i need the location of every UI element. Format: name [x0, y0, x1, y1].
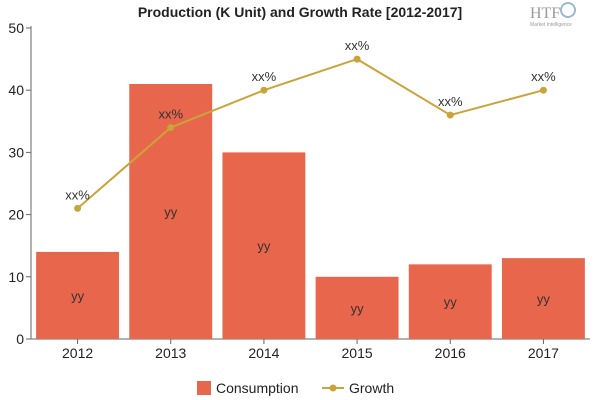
growth-point: [260, 86, 268, 94]
legend-swatch-growth-marker: [329, 384, 337, 392]
bar-data-label: yy: [71, 288, 85, 303]
bar: [36, 251, 120, 339]
bar-data-label: yy: [164, 204, 178, 219]
x-tick-label: 2017: [528, 345, 559, 361]
legend-label-consumption: Consumption: [216, 380, 299, 396]
htf-logo: HTF Market Intelligence: [530, 2, 576, 28]
y-tick-label: 10: [8, 269, 24, 285]
bar-data-label: yy: [537, 292, 551, 307]
bar: [408, 264, 492, 339]
legend-swatch-consumption: [197, 381, 211, 395]
y-tick-label: 0: [16, 331, 24, 347]
chart-title: Production (K Unit) and Growth Rate [201…: [138, 4, 462, 20]
x-tick-label: 2014: [248, 345, 279, 361]
legend: Consumption Growth: [197, 380, 394, 396]
growth-point: [539, 86, 547, 94]
x-tick-label: 2016: [435, 345, 466, 361]
x-tick-label: 2013: [155, 345, 186, 361]
y-axis: 0 10 20 30 40 50: [8, 20, 32, 347]
bar-data-label: yy: [257, 239, 271, 254]
legend-item-growth[interactable]: Growth: [322, 380, 394, 396]
growth-data-label: xx%: [531, 69, 556, 84]
bar-data-label: yy: [444, 295, 458, 310]
y-tick-label: 30: [8, 144, 24, 160]
growth-data-label: xx%: [65, 187, 90, 202]
logo-subtext: Market Intelligence: [530, 22, 572, 28]
growth-data-label: xx%: [438, 94, 463, 109]
x-axis: 2012 2013 2014 2015 2016 2017: [31, 338, 590, 361]
legend-label-growth: Growth: [349, 380, 394, 396]
growth-point: [353, 55, 361, 63]
bar: [315, 276, 399, 339]
bar-series: yy yy yy yy yy yy: [36, 83, 585, 339]
y-tick-label: 20: [8, 207, 24, 223]
x-tick-label: 2012: [62, 345, 93, 361]
legend-item-consumption[interactable]: Consumption: [197, 380, 299, 396]
logo-text: HTF: [530, 5, 560, 22]
y-tick-label: 50: [8, 20, 24, 36]
bar: [222, 152, 306, 339]
growth-data-label: xx%: [158, 107, 183, 122]
growth-data-label: xx%: [252, 69, 277, 84]
y-tick-label: 40: [8, 82, 24, 98]
growth-line: [76, 58, 544, 210]
growth-point: [167, 124, 175, 132]
bar: [501, 258, 585, 339]
x-tick-label: 2015: [342, 345, 373, 361]
logo-globe-icon: [560, 2, 576, 18]
growth-point: [74, 204, 82, 212]
bar-data-label: yy: [351, 301, 365, 316]
line-series: xx% xx% xx% xx% xx% xx%: [65, 38, 556, 212]
growth-data-label: xx%: [345, 38, 370, 53]
growth-point: [446, 111, 454, 119]
